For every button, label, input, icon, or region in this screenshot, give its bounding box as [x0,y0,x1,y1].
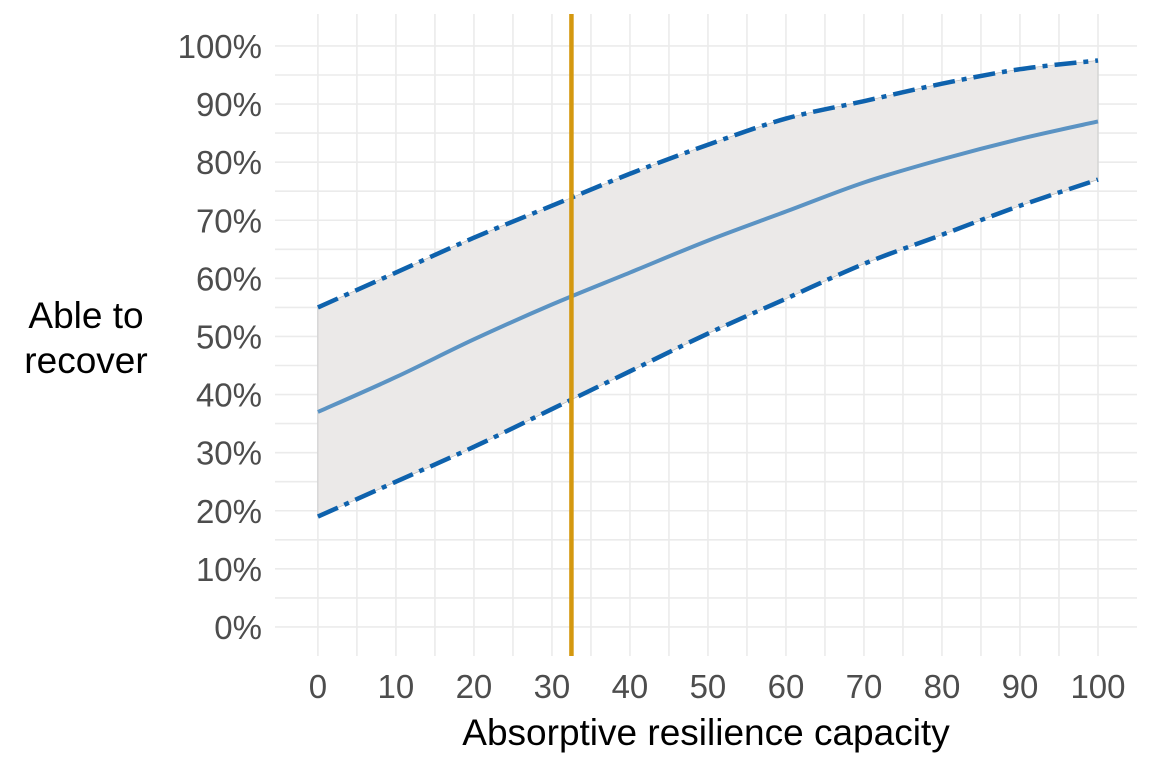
x-tick-label: 90 [1002,668,1039,705]
y-tick-label: 30% [196,435,262,472]
y-tick-label: 80% [196,144,262,181]
x-tick-label: 40 [612,668,649,705]
x-tick-label: 80 [924,668,961,705]
series-layer [316,58,1099,519]
x-tick-label: 100 [1070,668,1125,705]
y-tick-label: 100% [178,28,262,65]
x-tick-label: 0 [309,668,327,705]
x-axis-title: Absorptive resilience capacity [462,712,950,753]
x-tick-label: 30 [534,668,571,705]
x-tick-label: 50 [690,668,727,705]
series-line-upper [316,58,1099,310]
y-tick-label: 60% [196,260,262,297]
x-tick-label: 20 [456,668,493,705]
x-tick-labels: 0 10 20 30 40 50 60 70 80 90 100 [309,668,1126,705]
y-tick-labels: 0% 10% 20% 30% 40% 50% 60% 70% 80% 90% 100% [178,28,262,646]
x-tick-label: 10 [378,668,415,705]
series-line-estimate [317,119,1099,414]
y-tick-label: 0% [214,609,262,646]
y-tick-label: 90% [196,86,262,123]
y-tick-label: 70% [196,202,262,239]
y-axis-title-line-1: Able to [28,295,143,336]
series-line-lower [316,177,1099,519]
x-tick-label: 70 [846,668,883,705]
y-tick-label: 40% [196,377,262,414]
y-tick-label: 10% [196,551,262,588]
y-tick-label: 20% [196,493,262,530]
y-axis-title-line-2: recover [24,340,147,381]
y-tick-label: 50% [196,318,262,355]
x-tick-label: 60 [768,668,805,705]
